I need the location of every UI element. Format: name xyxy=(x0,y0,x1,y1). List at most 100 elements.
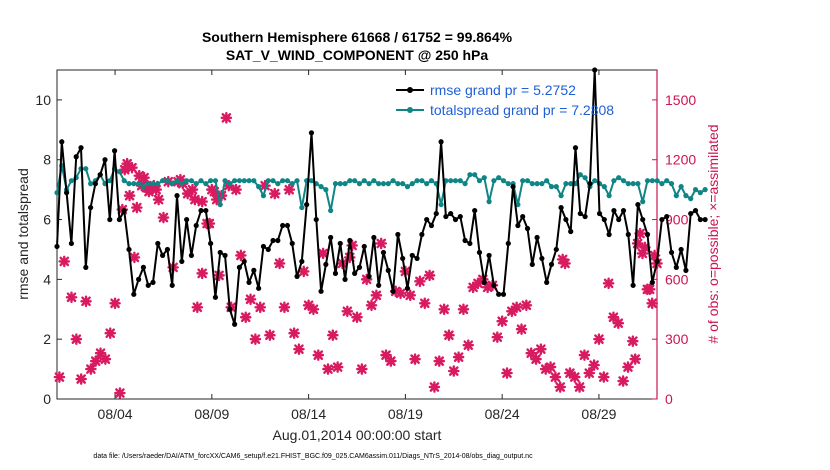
rmse-point xyxy=(592,67,598,73)
spread-point xyxy=(150,181,156,187)
obs-point xyxy=(210,193,223,206)
rmse-point xyxy=(270,237,276,244)
spread-point xyxy=(424,181,430,187)
obs-point xyxy=(131,201,143,214)
rmse-point xyxy=(616,216,622,223)
obs-point xyxy=(447,365,460,377)
rmse-point xyxy=(294,273,300,279)
rmse-point xyxy=(400,255,406,262)
spread-point xyxy=(227,181,233,187)
rmse-point xyxy=(462,237,468,244)
obs-point xyxy=(617,375,629,387)
obs-point xyxy=(622,361,634,373)
rmse-point xyxy=(188,252,195,259)
obs-point xyxy=(89,355,102,367)
y2-tick-label: 600 xyxy=(665,271,689,287)
rmse-point xyxy=(59,139,65,145)
obs-point xyxy=(588,359,600,371)
rmse-point xyxy=(520,213,526,220)
spread-point xyxy=(54,190,60,196)
rmse-point xyxy=(275,237,281,244)
spread-point xyxy=(308,178,315,184)
obs-point xyxy=(53,371,66,383)
spread-point xyxy=(529,181,535,187)
rmse-point xyxy=(472,207,478,214)
spread-point xyxy=(337,181,343,187)
obs-point xyxy=(418,297,431,310)
legend: rmse grand pr = 5.2752 totalspread grand… xyxy=(396,82,614,118)
rmse-point xyxy=(596,210,603,217)
spread-point xyxy=(683,193,689,199)
spread-point xyxy=(116,169,123,175)
spread-point xyxy=(361,178,367,184)
spread-point xyxy=(481,175,487,181)
spread-point xyxy=(428,178,435,184)
obs-point xyxy=(365,299,378,312)
rmse-point xyxy=(452,216,459,223)
obs-point xyxy=(302,299,315,312)
rmse-point xyxy=(553,246,559,253)
rmse-point xyxy=(390,288,396,294)
obs-point xyxy=(375,237,387,250)
obs-point xyxy=(109,297,121,310)
spread-point xyxy=(606,193,612,199)
obs-point xyxy=(639,241,651,254)
spread-point xyxy=(544,178,550,184)
obs-point xyxy=(138,171,150,184)
spread-point xyxy=(496,175,502,181)
obs-point xyxy=(58,255,71,268)
obs-point xyxy=(191,301,204,314)
obs-point xyxy=(648,249,661,262)
rmse-point xyxy=(227,306,233,312)
obs-point xyxy=(150,183,162,196)
obs-point xyxy=(152,193,165,206)
obs-point xyxy=(438,303,450,316)
rmse-point xyxy=(241,258,247,265)
obs-point xyxy=(573,381,586,393)
x-axis-ticks: 08/04 08/09 08/14 08/19 08/24 08/29 xyxy=(98,70,617,422)
rmse-point xyxy=(582,213,588,220)
obs-point xyxy=(370,289,383,302)
obs-point xyxy=(602,277,615,290)
spread-point xyxy=(328,207,334,214)
spread-point xyxy=(438,201,444,208)
spread-point xyxy=(611,178,617,184)
obs-point xyxy=(343,251,356,264)
y-axis-label: rmse and totalspread xyxy=(15,168,31,300)
legend-spread-label: totalspread grand pr = 7.2808 xyxy=(430,102,614,118)
rmse-point xyxy=(457,213,463,220)
rmse-point xyxy=(620,207,627,214)
rmse-point xyxy=(73,154,79,160)
spread-point xyxy=(486,199,492,205)
rmse-point xyxy=(486,252,492,259)
spread-point xyxy=(692,187,699,193)
rmse-point xyxy=(140,264,147,270)
spread-point xyxy=(452,178,459,184)
spread-point xyxy=(208,178,214,184)
spread-point xyxy=(630,181,636,187)
spread-point xyxy=(294,178,300,184)
obs-point xyxy=(278,301,291,314)
rmse-point xyxy=(659,216,665,223)
obs-point xyxy=(554,381,567,393)
spread-point xyxy=(184,178,190,184)
obs-point xyxy=(515,323,528,336)
rmse-point xyxy=(428,222,435,229)
rmse-point xyxy=(572,145,579,151)
obs-point xyxy=(539,363,552,375)
rmse-point xyxy=(544,279,550,285)
legend-rmse-label: rmse grand pr = 5.2752 xyxy=(430,82,576,98)
obs-point xyxy=(433,355,446,367)
rmse-point xyxy=(404,285,411,291)
x-tick-label: 08/24 xyxy=(485,406,520,422)
obs-point xyxy=(629,353,642,365)
obs-point xyxy=(133,169,146,182)
x-tick-label: 08/19 xyxy=(388,406,423,422)
spread-point xyxy=(356,181,363,187)
y2-tick-label: 0 xyxy=(665,391,673,407)
rmse-point xyxy=(112,148,118,154)
rmse-point xyxy=(697,216,703,223)
obs-point xyxy=(268,187,281,200)
obs-point xyxy=(597,371,610,383)
rmse-point xyxy=(332,270,339,276)
